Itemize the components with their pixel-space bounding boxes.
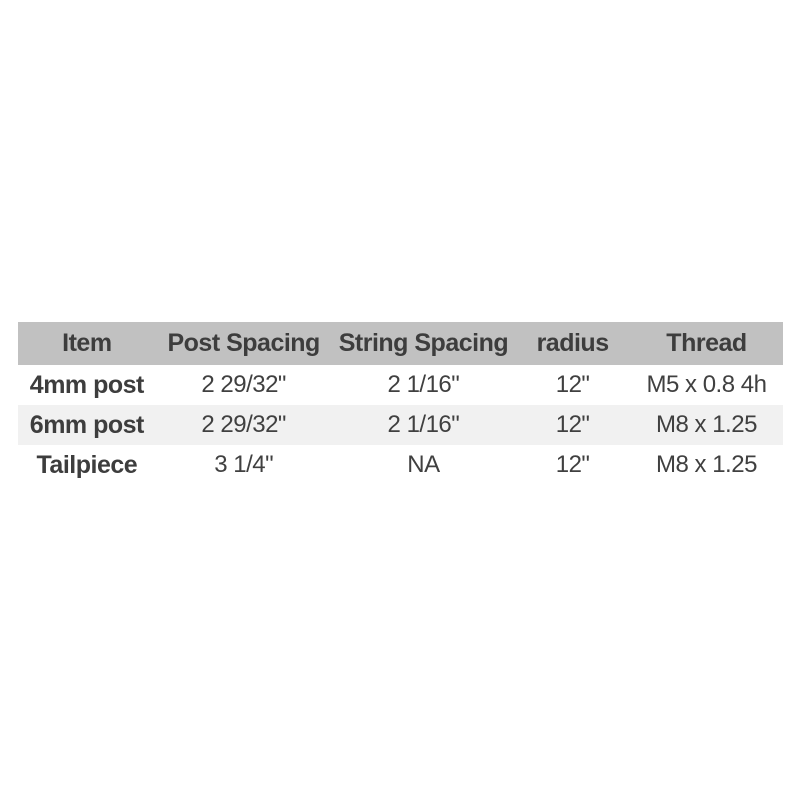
cell-item: 4mm post [18,365,156,405]
cell-radius: 12" [515,405,630,445]
cell-string-spacing: NA [331,445,516,485]
cell-thread: M8 x 1.25 [629,445,783,485]
cell-string-spacing: 2 1/16" [331,405,516,445]
table-row: 4mm post 2 29/32" 2 1/16" 12" M5 x 0.8 4… [18,365,783,405]
cell-post-spacing: 2 29/32" [155,365,332,405]
cell-post-spacing: 2 29/32" [155,405,332,445]
spec-table-header: Item Post Spacing String Spacing radius … [18,322,783,365]
column-header-item: Item [18,322,156,365]
cell-radius: 12" [515,445,630,485]
cell-string-spacing: 2 1/16" [331,365,516,405]
column-header-post-spacing: Post Spacing [155,322,332,365]
spec-table: Item Post Spacing String Spacing radius … [18,322,783,485]
table-row: 6mm post 2 29/32" 2 1/16" 12" M8 x 1.25 [18,405,783,445]
cell-item: Tailpiece [18,445,156,485]
cell-item: 6mm post [18,405,156,445]
column-header-string-spacing: String Spacing [331,322,516,365]
cell-thread: M5 x 0.8 4h [629,365,783,405]
spec-table-body: 4mm post 2 29/32" 2 1/16" 12" M5 x 0.8 4… [18,365,783,485]
header-row: Item Post Spacing String Spacing radius … [18,322,783,365]
column-header-radius: radius [515,322,630,365]
cell-radius: 12" [515,365,630,405]
table-row: Tailpiece 3 1/4" NA 12" M8 x 1.25 [18,445,783,485]
cell-thread: M8 x 1.25 [629,405,783,445]
column-header-thread: Thread [629,322,783,365]
cell-post-spacing: 3 1/4" [155,445,332,485]
